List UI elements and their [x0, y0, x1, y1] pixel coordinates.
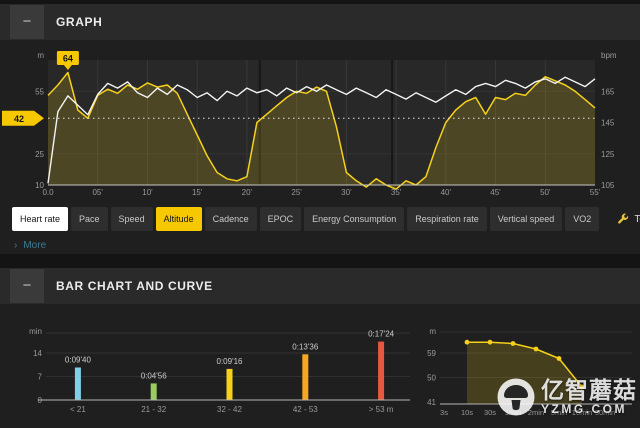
right-axis-tick: 165: [601, 87, 615, 96]
curve-area: [467, 342, 582, 404]
bar-category-label: 32 - 42: [217, 405, 242, 414]
bar-value-label: 0:09'40: [65, 356, 92, 365]
tab-cadence[interactable]: Cadence: [204, 207, 257, 231]
mushroom-icon: [497, 378, 535, 416]
right-axis-tick: 145: [601, 119, 615, 128]
x-tick: 45': [490, 188, 501, 197]
bar-value-label: 0:17'24: [368, 330, 395, 339]
more-label: More: [23, 240, 47, 251]
curve-axis-tick: 50: [427, 374, 436, 383]
heart-rate-line: [47, 76, 596, 184]
watermark: 亿智蘑菇 YZMG.COM: [496, 377, 637, 417]
bar-panel-header: − BAR CHART AND CURVE: [0, 268, 640, 304]
x-tick: 0.0: [42, 188, 54, 197]
max-altitude-flag: 64: [56, 51, 79, 70]
x-tick: 50': [540, 188, 551, 197]
bar: [74, 367, 81, 400]
graph-panel: − GRAPH 0.0 05' 10' 15' 20' 25' 30' 35' 40' 45' 50…: [0, 4, 640, 254]
wrench-icon: [618, 213, 629, 224]
curve-x-tick: 10s: [461, 408, 473, 417]
x-tick: 25': [291, 188, 302, 197]
tab-energy-consumption[interactable]: Energy Consumption: [304, 207, 405, 231]
bar-value-label: 0:04'56: [141, 371, 168, 380]
watermark-text: 亿智蘑菇 YZMG.COM: [541, 377, 637, 416]
svg-text:64: 64: [63, 54, 73, 64]
x-tick: 10': [142, 188, 153, 197]
x-tick: 30': [341, 188, 352, 197]
graph-panel-title: GRAPH: [56, 15, 103, 29]
watermark-site: YZMG.COM: [541, 402, 627, 416]
tools-button[interactable]: Tools: [610, 212, 640, 227]
chevron-right-icon: ›: [14, 240, 18, 251]
bar-category-label: > 53 m: [369, 405, 394, 414]
watermark-brand: 亿智蘑菇: [541, 377, 637, 403]
tab-bar: Heart rate Pace Speed Altitude Cadence EPOC En…: [12, 207, 600, 231]
curve-point: [464, 339, 470, 345]
curve-point: [579, 384, 585, 390]
x-tick: 15': [192, 188, 203, 197]
collapse-bar-chart-button[interactable]: −: [10, 269, 44, 303]
tab-altitude[interactable]: Altitude: [155, 207, 202, 231]
tab-vertical-speed[interactable]: Vertical speed: [489, 207, 563, 231]
curve-x-tick: 5min: [551, 408, 567, 417]
bar-category-label: 42 - 53: [293, 405, 318, 414]
bar: [226, 368, 233, 400]
tab-heart-rate[interactable]: Heart rate: [12, 207, 69, 231]
tab-vo2[interactable]: VO2: [565, 207, 600, 231]
bar: [302, 354, 309, 400]
x-tick: 35': [391, 188, 402, 197]
tab-row: Heart rate Pace Speed Altitude Cadence EPOC En…: [12, 207, 640, 231]
bar: [150, 383, 157, 400]
main-chart[interactable]: 0.0 05' 10' 15' 20' 25' 30' 35' 40' 45' 50' 55' m 55 2…: [0, 48, 640, 206]
bar-value-label: 0:13'36: [292, 342, 319, 351]
threshold-tag: 42: [2, 110, 44, 126]
curve-x-tick: 3s: [440, 408, 448, 417]
curve-axis-tick: 41: [427, 398, 436, 407]
more-link[interactable]: › More: [14, 240, 46, 251]
curve-point: [510, 341, 516, 346]
bar: [378, 341, 385, 400]
x-tick: 20': [242, 188, 253, 197]
curve-axis-unit: m: [429, 327, 436, 336]
curve-x-tick: 30s: [484, 408, 496, 417]
bar-panel-title: BAR CHART AND CURVE: [56, 279, 213, 293]
tab-pace[interactable]: Pace: [71, 207, 108, 231]
tools-label: Tools: [634, 213, 640, 225]
x-tick: 05': [92, 188, 103, 197]
graph-panel-header: − GRAPH: [0, 4, 640, 40]
svg-text:42: 42: [14, 114, 24, 124]
curve-point: [533, 346, 539, 352]
x-tick: 55': [590, 188, 601, 197]
x-tick: 40': [441, 188, 452, 197]
left-axis-tick: 55: [35, 87, 44, 96]
right-axis-unit: bpm: [601, 51, 617, 60]
bar-axis-tick: 7: [38, 373, 43, 382]
bar-category-label: < 21: [70, 405, 86, 414]
altitude-line: [47, 71, 596, 190]
peak-altitude-curve-chart[interactable]: m5950413s10s30s1min2min5min10min30min: [420, 312, 640, 428]
bar-axis-tick: 14: [33, 349, 42, 358]
altitude-area: [48, 72, 595, 190]
curve-line: [467, 341, 583, 388]
collapse-graph-button[interactable]: −: [10, 5, 44, 39]
tab-speed[interactable]: Speed: [110, 207, 153, 231]
left-axis-tick: 10: [35, 181, 44, 190]
tab-respiration-rate[interactable]: Respiration rate: [407, 207, 487, 231]
left-axis-unit: m: [37, 51, 44, 60]
right-axis-tick: 105: [601, 181, 615, 190]
curve-axis-tick: 59: [427, 349, 436, 358]
curve-x-tick: 30min: [595, 408, 615, 417]
curve-point: [556, 356, 562, 361]
left-axis-tick: 25: [35, 150, 44, 159]
curve-x-tick: 2min: [528, 408, 544, 417]
right-axis-tick: 125: [601, 150, 615, 159]
curve-x-tick: 10min: [572, 408, 592, 417]
bar-category-label: 21 - 32: [141, 405, 166, 414]
bar-value-label: 0:09'16: [217, 357, 244, 366]
tab-epoc[interactable]: EPOC: [259, 207, 302, 231]
curve-point: [487, 339, 493, 345]
bar-axis-unit: min: [29, 327, 42, 336]
